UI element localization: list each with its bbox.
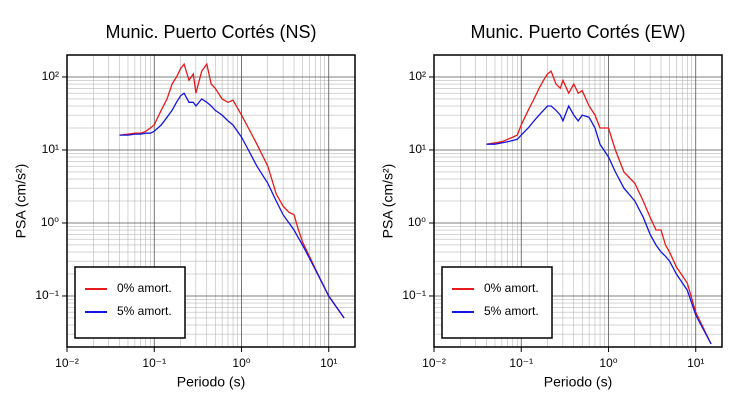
y-axis-label: PSA (cm/s²) xyxy=(380,164,396,239)
x-tick-label: 10¹ xyxy=(320,356,337,370)
panel: Munic. Puerto Cortés (EW) Periodo (s) PSA … xyxy=(380,22,723,390)
plot-frame xyxy=(433,54,723,348)
legend-label: 0% amort. xyxy=(117,281,172,295)
panel: Munic. Puerto Cortés (NS) Periodo (s) PSA … xyxy=(13,22,356,390)
x-axis-label: Periodo (s) xyxy=(544,374,612,390)
x-tick-label: 10⁰ xyxy=(232,356,250,370)
x-axis-label: Periodo (s) xyxy=(177,374,245,390)
series-line xyxy=(119,62,345,319)
y-tick-label: 10² xyxy=(409,69,426,83)
x-tick-label: 10⁰ xyxy=(599,356,617,370)
legend-label: 5% amort. xyxy=(117,304,172,318)
legend-label: 0% amort. xyxy=(484,281,539,295)
y-tick-label: 10⁰ xyxy=(408,215,426,229)
y-tick-label: 10⁻¹ xyxy=(402,288,426,302)
chart-title: Munic. Puerto Cortés (EW) xyxy=(470,22,685,42)
series-line xyxy=(119,92,345,319)
y-tick-label: 10¹ xyxy=(42,142,59,156)
y-tick-label: 10¹ xyxy=(409,142,426,156)
x-tick-label: 10⁻¹ xyxy=(142,356,166,370)
series-line xyxy=(486,70,712,345)
legend-label: 5% amort. xyxy=(484,304,539,318)
x-tick-label: 10⁻¹ xyxy=(509,356,533,370)
series-line xyxy=(486,104,712,345)
y-tick-label: 10⁻¹ xyxy=(35,288,59,302)
plot-frame xyxy=(66,54,356,348)
x-tick-label: 10⁻² xyxy=(422,356,446,370)
chart-title: Munic. Puerto Cortés (NS) xyxy=(105,22,316,42)
y-tick-label: 10² xyxy=(42,69,59,83)
y-axis-label: PSA (cm/s²) xyxy=(13,164,29,239)
y-tick-label: 10⁰ xyxy=(41,215,59,229)
x-tick-label: 10⁻² xyxy=(55,356,79,370)
x-tick-label: 10¹ xyxy=(687,356,704,370)
legend-box xyxy=(441,266,553,339)
legend-box xyxy=(74,266,186,339)
